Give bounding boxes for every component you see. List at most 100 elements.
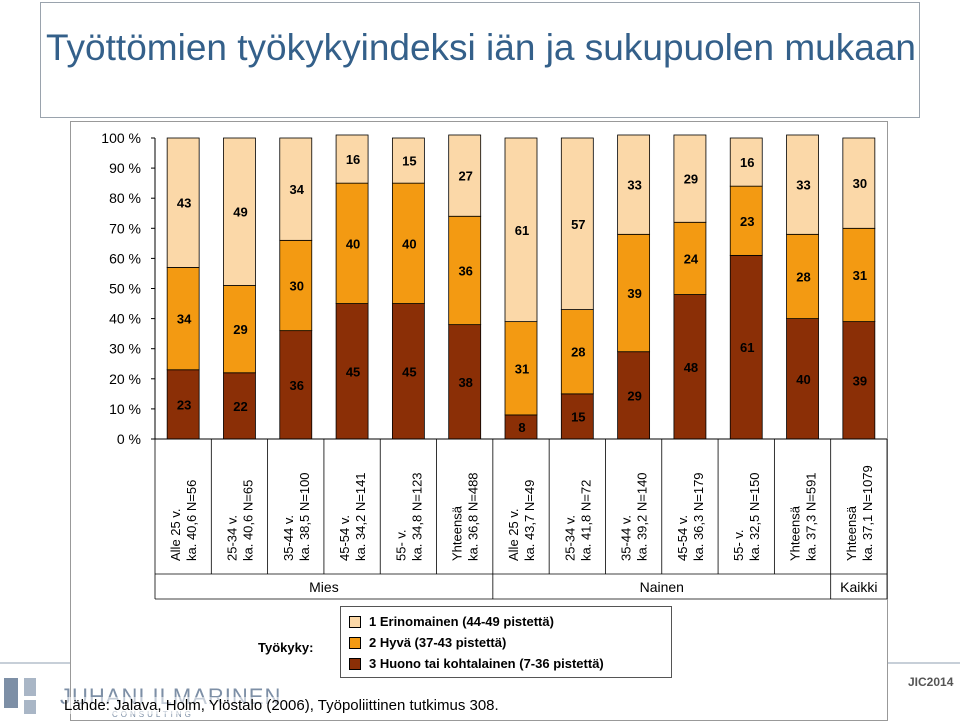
data-label: 31 [853,268,867,283]
data-label: 45 [402,364,416,379]
x-tick-label: ka. 36,3 N=179 [691,472,706,561]
bar-segment [391,182,425,304]
y-tick-label: 30 % [109,341,141,357]
x-tick-label: 45-54 v. [337,515,352,561]
bar-segment [504,414,538,440]
data-label: 40 [402,236,416,251]
y-tick-label: 10 % [109,401,141,417]
x-tick-label: 35-44 v. [619,515,634,561]
legend: 1 Erinomainen (44-49 pistettä) 2 Hyvä (3… [340,606,672,678]
data-label: 28 [571,345,585,360]
data-label: 16 [740,155,754,170]
logo-subtext: CONSULTING [112,710,194,719]
y-tick-label: 100 % [101,130,141,146]
group-label: Nainen [640,579,684,595]
x-tick-label: 45-54 v. [675,515,690,561]
x-tick-label: ka. 41,8 N=72 [578,480,593,561]
bar-segment [617,134,651,235]
data-label: 49 [233,205,247,220]
corner-badge: JIC2014 [908,675,954,689]
data-label: 22 [233,399,247,414]
x-tick-label: 55- v. [731,529,746,561]
bar-segment [729,185,763,256]
x-tick-label: ka. 39,2 N=140 [635,472,650,561]
bar-segment [786,134,819,235]
y-tick-label: 40 % [109,311,141,327]
bar-segment [223,285,256,374]
data-label: 24 [684,251,699,266]
bar-segment [391,303,425,440]
data-label: 16 [346,152,360,167]
logo-mark [4,678,36,714]
bar-segment [786,233,819,319]
x-tick-label: 25-34 v. [224,515,239,561]
legend-item-erinomainen: 1 Erinomainen (44-49 pistettä) [349,611,671,632]
bar-segment [166,137,200,268]
x-tick-label: ka. 36,8 N=488 [466,472,481,561]
data-label: 40 [796,372,810,387]
stacked-bar-chart: 0 % 10 % 20 % 30 % 40 % 50 % 60 % 70 % 80 % 90 % 1… [101,130,888,600]
x-tick-label: Yhteensä [788,505,803,561]
bar-segment [448,134,482,217]
x-tick-label: Alle 25 v. [506,508,521,561]
data-label: 48 [684,360,698,375]
y-tick-label: 70 % [109,220,141,236]
data-label: 33 [796,178,810,193]
data-label: 29 [233,322,247,337]
data-label: 39 [627,286,641,301]
bar-segment [673,134,707,223]
x-tick-label: 25-34 v. [562,515,577,561]
data-label: 8 [518,420,525,435]
bar-segment [504,321,538,416]
x-tick-label: Yhteensä [450,505,465,561]
y-tick-label: 50 % [109,281,141,297]
data-label: 23 [177,397,191,412]
legend-label-hyva: 2 Hyvä (37-43 pistettä) [369,635,507,650]
bar-segment [842,137,876,229]
legend-label-erinomainen: 1 Erinomainen (44-49 pistettä) [369,614,554,629]
bar-segment [448,215,482,326]
data-label: 61 [515,223,529,238]
x-tick-label: Yhteensä [844,505,859,561]
legend-title: Työkyky: [258,640,314,655]
bar-segment [279,330,313,440]
bar-segment [560,309,594,395]
data-label: 15 [571,409,585,424]
bar-segment [560,393,594,440]
bar-segment [560,137,594,310]
y-tick-label: 90 % [109,160,141,176]
bar-segment [279,137,313,241]
data-label: 57 [571,217,585,232]
x-tick-label: ka. 43,7 N=49 [522,480,537,561]
data-label: 23 [740,214,754,229]
x-tick-label: ka. 37,3 N=591 [804,472,819,561]
source-note: Lähde: Jalava, Holm, Ylöstalo (2006), Ty… [64,697,499,714]
data-label: 30 [853,176,867,191]
legend-item-hyva: 2 Hyvä (37-43 pistettä) [349,632,671,653]
legend-item-huono: 3 Huono tai kohtalainen (7-36 pistettä) [349,653,671,674]
chart-title: Työttömien työkykyindeksi iän ja sukupuo… [46,27,916,68]
legend-label-huono: 3 Huono tai kohtalainen (7-36 pistettä) [369,656,604,671]
x-tick-label: ka. 40,6 N=65 [240,480,255,561]
bar-segment [617,351,651,440]
x-tick-label: Alle 25 v. [168,508,183,561]
title-box: Työttömien työkykyindeksi iän ja sukupuo… [40,2,920,118]
data-label: 43 [177,196,191,211]
x-tick-label: ka. 34,2 N=141 [353,472,368,561]
data-label: 36 [290,378,304,393]
data-label: 39 [853,373,867,388]
data-label: 28 [796,269,810,284]
bar-segment [223,137,256,286]
bar-segment [729,137,763,187]
y-tick-label: 20 % [109,371,141,387]
data-label: 30 [290,278,304,293]
y-tick-label: 80 % [109,190,141,206]
data-label: 61 [740,340,754,355]
group-label: Mies [309,579,339,595]
bar-segment [391,137,425,184]
data-label: 38 [458,375,472,390]
data-label: 27 [458,169,472,184]
x-tick-label: 55- v. [393,529,408,561]
bar-segment [673,294,707,440]
data-label: 36 [458,263,472,278]
